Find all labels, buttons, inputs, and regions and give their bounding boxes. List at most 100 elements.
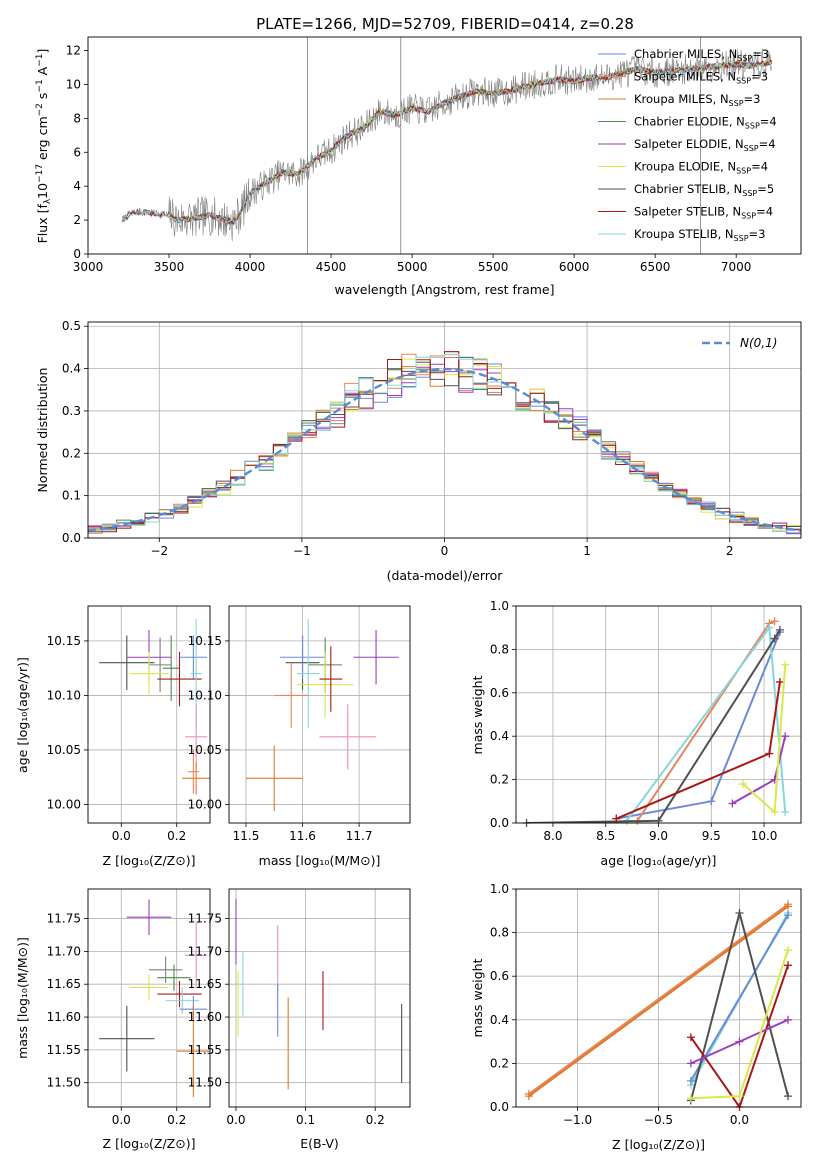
- y-tick-label: 8: [73, 111, 81, 125]
- x-tick-label: 0.0: [112, 829, 131, 843]
- x-tick-label: 0.2: [167, 1113, 186, 1127]
- legend-entry: N(0,1): [740, 336, 777, 350]
- legend-entry: Salpeter MILES, NSSP=3: [634, 70, 768, 86]
- weight-line: [526, 629, 781, 823]
- legend-entry: Kroupa STELIB, NSSP=3: [634, 227, 765, 243]
- x-axis-label: Z [log₁₀(Z/Z⊙)]: [612, 1137, 705, 1152]
- y-tick-label: 0.0: [490, 816, 509, 830]
- weight-marker: [735, 1092, 744, 1101]
- histogram-step: [88, 353, 801, 533]
- weight-marker: [784, 961, 793, 970]
- legend-entry: Salpeter ELODIE, NSSP=4: [634, 137, 776, 153]
- y-tick-label: 0.4: [62, 362, 81, 376]
- axes-frame: [87, 36, 802, 255]
- y-tick-label: 11.50: [47, 1076, 81, 1090]
- x-axis-label: Z [log₁₀(Z/Z⊙)]: [103, 853, 196, 868]
- weight-marker: [686, 1059, 695, 1068]
- y-tick-label: 10.15: [188, 634, 222, 648]
- y-tick-label: 0.1: [62, 489, 81, 503]
- x-tick-label: 0: [441, 544, 449, 558]
- y-tick-label: 0.2: [490, 1056, 509, 1070]
- x-tick-label: 3000: [73, 260, 104, 274]
- weight-marker: [686, 1094, 695, 1103]
- weight-marker: [765, 749, 774, 758]
- y-tick-label: 0.5: [62, 319, 81, 333]
- y-tick-label: 0.3: [62, 404, 81, 418]
- mass-weight-vs-metallicity-panel: −1.0 −0.5 0.0 0.0 0.2 0.4 0.6 0.8 1.0 Z [log₁₀(Z/…: [470, 882, 802, 1152]
- y-tick-label: 12: [66, 44, 81, 58]
- x-tick-label: 9.0: [649, 829, 668, 843]
- weight-marker: [612, 814, 621, 823]
- weight-marker: [775, 677, 784, 686]
- x-tick-label: 0.0: [730, 1113, 749, 1127]
- weight-marker: [765, 623, 774, 632]
- x-axis-label: mass [log₁₀(M/M⊙)]: [259, 853, 381, 868]
- y-tick-label: 10.15: [47, 634, 81, 648]
- x-axis-label: (data-model)/error: [387, 568, 504, 583]
- y-tick-label: 11.70: [188, 944, 222, 958]
- y-tick-label: 0.6: [490, 969, 509, 983]
- figure-title: PLATE=1266, MJD=52709, FIBERID=0414, z=0…: [256, 15, 634, 33]
- axes-frame: [228, 888, 411, 1108]
- model-line: [121, 59, 772, 224]
- y-axis-label: mass [log₁₀(M/M⊙)]: [15, 937, 30, 1059]
- y-tick-label: 11.75: [47, 912, 81, 926]
- weight-line: [528, 905, 789, 1097]
- y-tick-label: 11.50: [188, 1076, 222, 1090]
- histogram-panel: −2 −1 0 1 2 0.0 0.1 0.2 0.3 0.4 0.5 N(0,1) (data-mod…: [35, 319, 802, 583]
- x-tick-label: 10.0: [751, 829, 778, 843]
- y-tick-label: 0.4: [490, 1013, 509, 1027]
- x-tick-label: 7000: [721, 260, 752, 274]
- y-tick-label: 11.65: [188, 977, 222, 991]
- weight-line: [625, 624, 787, 822]
- weight-line: [615, 681, 781, 820]
- x-tick-label: −1.0: [563, 1113, 592, 1127]
- x-tick-label: 0.1: [296, 1113, 315, 1127]
- legend-entry: Chabrier ELODIE, NSSP=4: [634, 115, 777, 131]
- y-tick-label: 1.0: [490, 882, 509, 896]
- weight-marker: [784, 946, 793, 955]
- weight-marker: [781, 808, 790, 817]
- y-tick-label: 6: [73, 145, 81, 159]
- weight-marker: [707, 797, 716, 806]
- legend-entry: Kroupa ELODIE, NSSP=4: [634, 160, 768, 176]
- legend-entry: Chabrier STELIB, NSSP=5: [634, 182, 774, 198]
- y-tick-label: 0.0: [490, 1100, 509, 1114]
- mass-vs-metallicity-panel: 0.0 0.2 11.50 11.55 11.60 11.65 11.70 11.75 Z [l…: [15, 888, 211, 1151]
- x-tick-label: 8.0: [543, 829, 562, 843]
- age-vs-mass-panel: 11.5 11.6 11.7 10.00 10.05 10.10 10.15 mass [lo…: [188, 605, 411, 868]
- legend-entry: Salpeter STELIB, NSSP=4: [634, 205, 773, 221]
- x-tick-label: 1: [583, 544, 591, 558]
- weight-marker: [775, 625, 784, 634]
- weight-marker: [770, 808, 779, 817]
- mass-weight-vs-age-panel: 8.0 8.5 9.0 9.5 10.0 0.0 0.2 0.4 0.6 0.8 1.0 age [l…: [470, 599, 802, 868]
- x-tick-label: 11.5: [233, 829, 260, 843]
- y-tick-label: 1.0: [490, 599, 509, 613]
- x-tick-label: 11.6: [289, 829, 316, 843]
- weight-marker: [781, 732, 790, 741]
- legend-entry: Chabrier MILES, NSSP=3: [634, 47, 769, 63]
- y-tick-label: 0: [73, 247, 81, 261]
- y-tick-label: 10.05: [188, 743, 222, 757]
- axes-frame: [515, 605, 802, 824]
- weight-marker: [735, 908, 744, 917]
- y-tick-label: 11.60: [47, 1010, 81, 1024]
- weight-marker: [770, 617, 779, 626]
- weight-marker: [524, 1092, 533, 1101]
- y-tick-label: 0.4: [490, 729, 509, 743]
- data-spectrum: [121, 48, 772, 242]
- x-tick-label: −1: [293, 544, 311, 558]
- x-tick-label: −0.5: [644, 1113, 673, 1127]
- y-tick-label: 11.75: [188, 912, 222, 926]
- x-tick-label: 6000: [559, 260, 590, 274]
- x-tick-label: 5000: [397, 260, 428, 274]
- y-axis-label: mass weight: [470, 675, 485, 754]
- y-tick-label: 0.2: [490, 773, 509, 787]
- weight-line: [690, 964, 789, 1107]
- y-tick-label: 0.8: [490, 642, 509, 656]
- x-tick-label: 2: [726, 544, 734, 558]
- y-tick-label: 10.00: [188, 797, 222, 811]
- axes-frame: [228, 605, 411, 824]
- x-tick-label: 9.5: [702, 829, 721, 843]
- x-tick-label: 0.0: [112, 1113, 131, 1127]
